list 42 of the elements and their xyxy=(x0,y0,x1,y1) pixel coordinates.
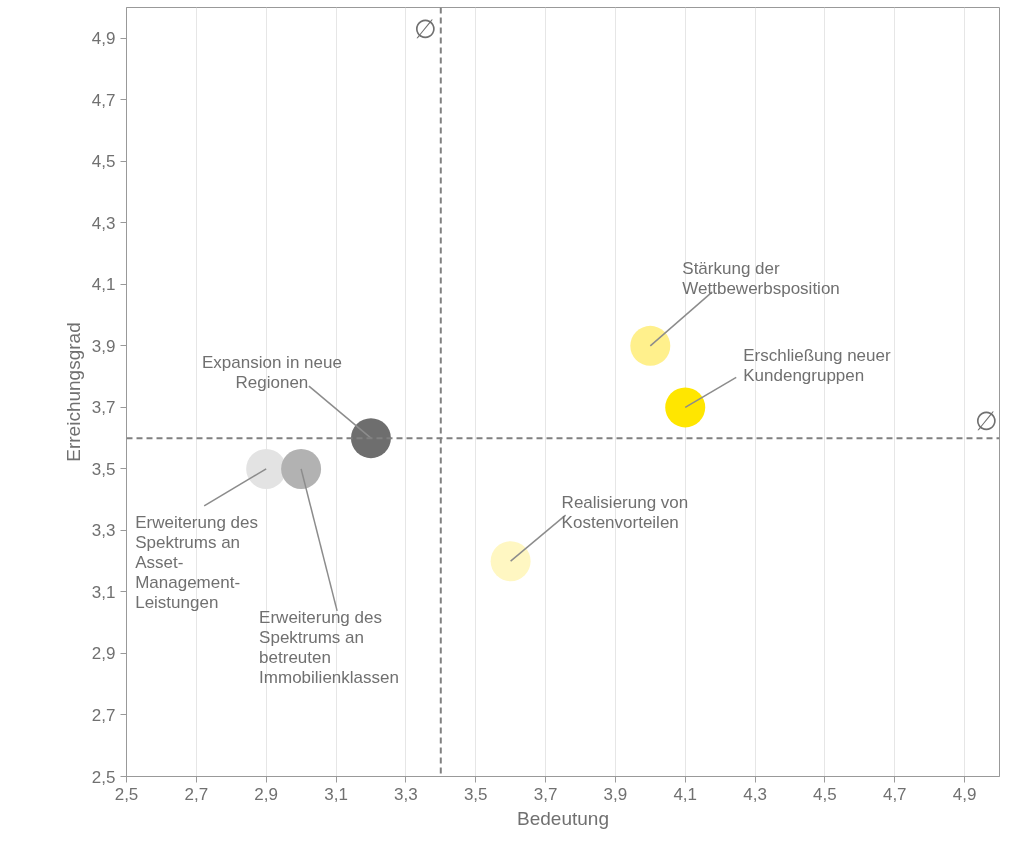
y-tick-label: 4,9 xyxy=(91,29,116,49)
y-tick-label: 3,1 xyxy=(91,582,116,602)
x-tick-label: 3,1 xyxy=(324,784,348,804)
y-tick-label: 4,1 xyxy=(91,275,116,295)
y-tick-label: 2,7 xyxy=(91,705,116,725)
x-tick-label: 2,7 xyxy=(184,784,209,804)
y-tick-label: 3,5 xyxy=(91,459,116,479)
point xyxy=(246,448,287,489)
x-tick-label: 3,9 xyxy=(603,784,628,804)
x-tick-label: 2,5 xyxy=(114,784,139,804)
x-tick-label: 4,5 xyxy=(813,784,837,804)
y-tick-label: 4,3 xyxy=(91,213,116,233)
y-tick-label: 3,7 xyxy=(91,398,116,418)
point xyxy=(350,418,391,459)
x-tick-label: 3,7 xyxy=(533,784,558,804)
y-tick-label: 2,9 xyxy=(91,644,116,664)
annotation: Erweiterung des Spektrums an Asset- Management- Leistungen xyxy=(135,512,259,612)
y-axis-title: Erreichungsgrad xyxy=(62,322,84,462)
ref-line-label: ∅ xyxy=(974,406,998,437)
point xyxy=(630,325,671,366)
x-tick-label: 2,9 xyxy=(254,784,278,804)
x-tick-label: 3,3 xyxy=(394,784,418,804)
x-tick-label: 4,7 xyxy=(882,784,907,804)
y-tick-label: 3,3 xyxy=(91,521,116,541)
x-axis-title: Bedeutung xyxy=(517,807,609,829)
annotation: Expansion in neue Regionen xyxy=(202,353,342,393)
annotation: Erweiterung des Spektrums an betreuten Immobilienklassen xyxy=(259,607,399,687)
y-tick-label: 3,9 xyxy=(91,336,116,356)
annotation: Realisierung von Kostenvorteilen xyxy=(561,493,689,533)
annotation: Erschließung neuer Kundengruppen xyxy=(743,346,891,386)
annotation: Stärkung der Wettbewerbsposition xyxy=(682,258,840,298)
y-tick-label: 2,5 xyxy=(91,767,116,787)
x-tick-label: 4,3 xyxy=(743,784,767,804)
y-tick-label: 4,7 xyxy=(91,90,116,110)
point xyxy=(281,448,322,489)
x-tick-label: 3,5 xyxy=(463,784,488,804)
y-tick-label: 4,5 xyxy=(91,152,116,172)
point xyxy=(490,541,531,582)
ref-line-label: ∅ xyxy=(413,13,437,44)
point xyxy=(665,387,706,428)
x-tick-label: 4,1 xyxy=(673,784,698,804)
x-tick-label: 4,9 xyxy=(952,784,977,804)
